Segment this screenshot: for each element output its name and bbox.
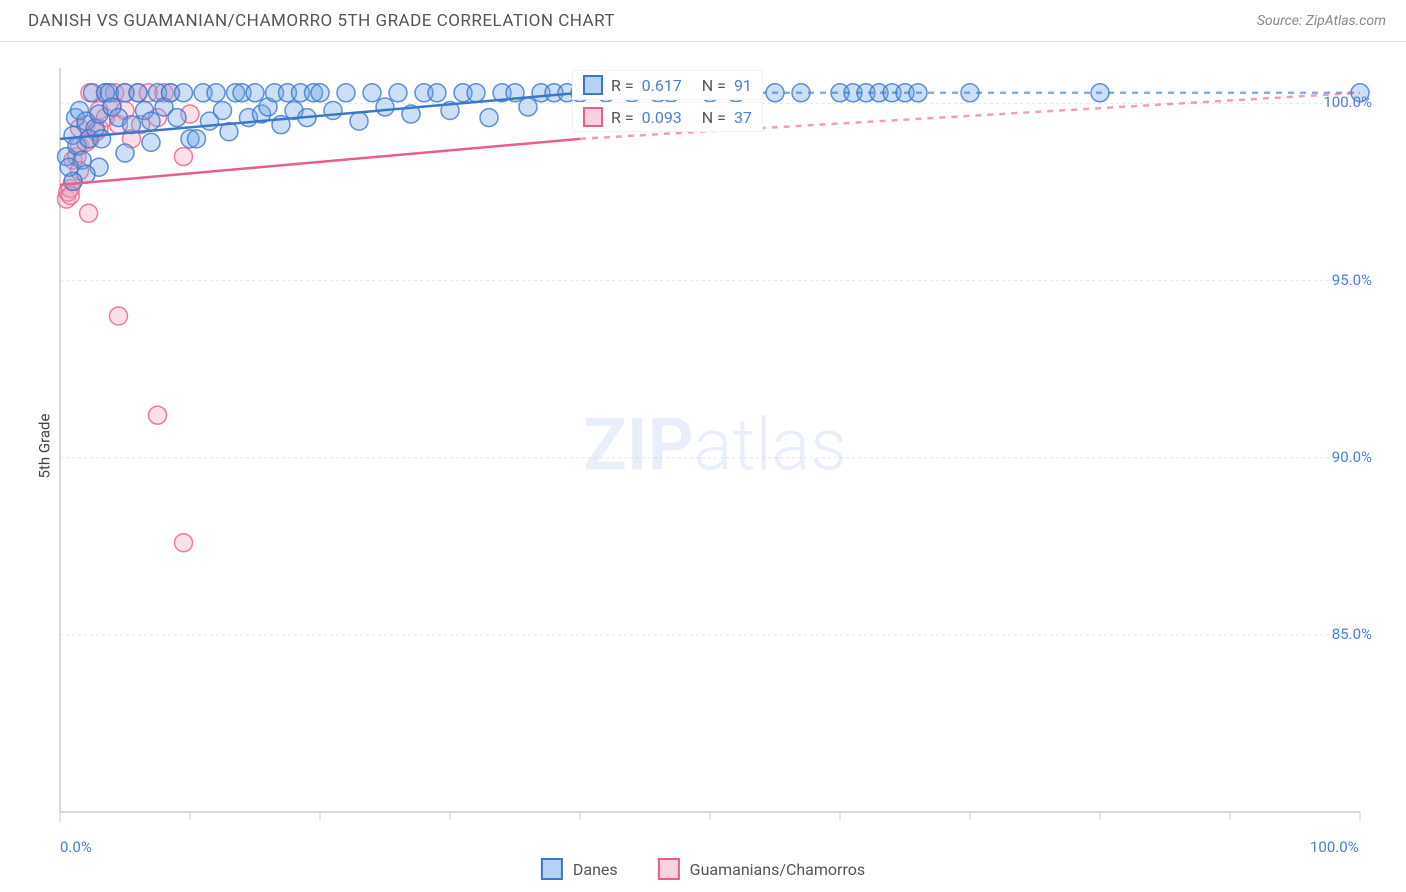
stats-box-danes: R = 0.617 N = 91 [572, 70, 763, 100]
source-label: Source: ZipAtlas.com [1257, 13, 1386, 29]
swatch-icon [658, 858, 680, 880]
chart-plot-area: ZIPatlas R = 0.617 N = 91 R = 0.093 N = … [50, 60, 1380, 830]
chart-title: DANISH VS GUAMANIAN/CHAMORRO 5TH GRADE C… [28, 11, 615, 31]
swatch-icon [541, 858, 563, 880]
swatch-icon [583, 107, 603, 127]
legend: Danes Guamanians/Chamorros [541, 858, 865, 880]
chart-svg [50, 60, 1380, 830]
legend-item-danes: Danes [541, 858, 618, 880]
swatch-icon [583, 75, 603, 95]
legend-item-guamanians: Guamanians/Chamorros [658, 858, 865, 880]
stats-box-guamanians: R = 0.093 N = 37 [572, 102, 763, 132]
